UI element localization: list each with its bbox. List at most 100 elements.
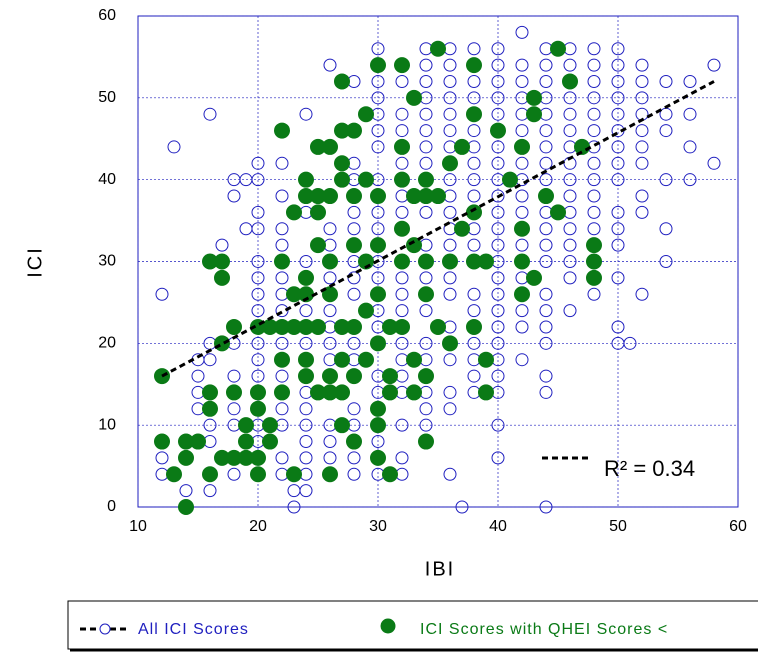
open-point — [587, 222, 601, 236]
open-point — [395, 205, 409, 219]
open-point — [467, 304, 481, 318]
open-point — [587, 91, 601, 105]
open-point — [491, 156, 505, 170]
open-point — [323, 271, 337, 285]
x-tick-label: 40 — [489, 518, 507, 535]
open-point — [275, 451, 289, 465]
open-point — [491, 189, 505, 203]
filled-point — [550, 40, 566, 57]
open-point — [635, 156, 649, 170]
filled-point — [430, 40, 446, 57]
open-point — [491, 222, 505, 236]
open-point — [563, 58, 577, 72]
filled-point — [466, 106, 482, 123]
open-point — [371, 42, 385, 56]
open-point — [611, 156, 625, 170]
filled-point — [526, 89, 542, 106]
x-tick-label: 30 — [369, 518, 387, 535]
filled-point — [526, 269, 542, 286]
filled-point — [370, 335, 386, 352]
open-point — [395, 271, 409, 285]
filled-point — [442, 155, 458, 172]
filled-point — [154, 433, 170, 450]
open-point — [491, 320, 505, 334]
filled-point — [274, 384, 290, 401]
filled-point — [418, 171, 434, 188]
open-point — [395, 418, 409, 432]
open-point — [251, 222, 265, 236]
open-point — [563, 238, 577, 252]
open-point — [371, 222, 385, 236]
open-point — [515, 238, 529, 252]
open-point — [419, 205, 433, 219]
filled-point — [370, 286, 386, 303]
open-point — [515, 205, 529, 219]
open-point — [419, 402, 433, 416]
filled-point — [178, 499, 194, 515]
filled-point — [478, 253, 494, 270]
filled-point — [250, 400, 266, 417]
filled-point — [346, 433, 362, 450]
open-point — [707, 58, 721, 72]
open-point — [491, 271, 505, 285]
open-point — [467, 156, 481, 170]
filled-point — [214, 253, 230, 270]
y-tick-label: 50 — [98, 89, 116, 106]
filled-point — [538, 188, 554, 205]
open-point — [419, 74, 433, 88]
filled-point — [250, 449, 266, 466]
open-point — [611, 42, 625, 56]
open-point — [395, 304, 409, 318]
open-point — [371, 74, 385, 88]
open-point — [443, 402, 457, 416]
open-point — [515, 320, 529, 334]
filled-point — [310, 204, 326, 221]
open-point — [611, 222, 625, 236]
open-point — [347, 336, 361, 350]
open-point — [347, 467, 361, 481]
open-point — [443, 271, 457, 285]
open-point — [587, 107, 601, 121]
open-point — [371, 91, 385, 105]
open-point — [587, 58, 601, 72]
open-point — [491, 418, 505, 432]
open-point — [251, 304, 265, 318]
open-point — [611, 205, 625, 219]
open-point — [635, 58, 649, 72]
open-point — [683, 140, 697, 154]
filled-point — [298, 351, 314, 368]
open-point — [587, 124, 601, 138]
open-point — [587, 287, 601, 301]
open-point — [299, 402, 313, 416]
open-point — [491, 74, 505, 88]
open-point — [659, 222, 673, 236]
filled-point — [274, 122, 290, 139]
filled-point — [262, 433, 278, 450]
open-point — [443, 173, 457, 187]
y-tick-label: 30 — [98, 253, 116, 270]
open-point — [515, 74, 529, 88]
open-point — [371, 140, 385, 154]
open-point — [635, 205, 649, 219]
open-point — [587, 173, 601, 187]
open-point — [251, 287, 265, 301]
filled-point — [226, 384, 242, 401]
open-point — [587, 74, 601, 88]
open-point — [563, 255, 577, 268]
open-point — [563, 222, 577, 236]
open-point — [275, 222, 289, 236]
open-point — [251, 173, 265, 187]
filled-point — [370, 449, 386, 466]
filled-point — [334, 351, 350, 368]
open-point — [587, 189, 601, 203]
open-point — [443, 74, 457, 88]
filled-point — [226, 318, 242, 335]
y-tick-label: 10 — [98, 416, 116, 433]
y-tick-label: 0 — [107, 498, 116, 515]
open-point — [443, 205, 457, 219]
open-point — [395, 156, 409, 170]
filled-point — [370, 57, 386, 74]
open-point — [251, 205, 265, 219]
filled-point — [346, 122, 362, 139]
